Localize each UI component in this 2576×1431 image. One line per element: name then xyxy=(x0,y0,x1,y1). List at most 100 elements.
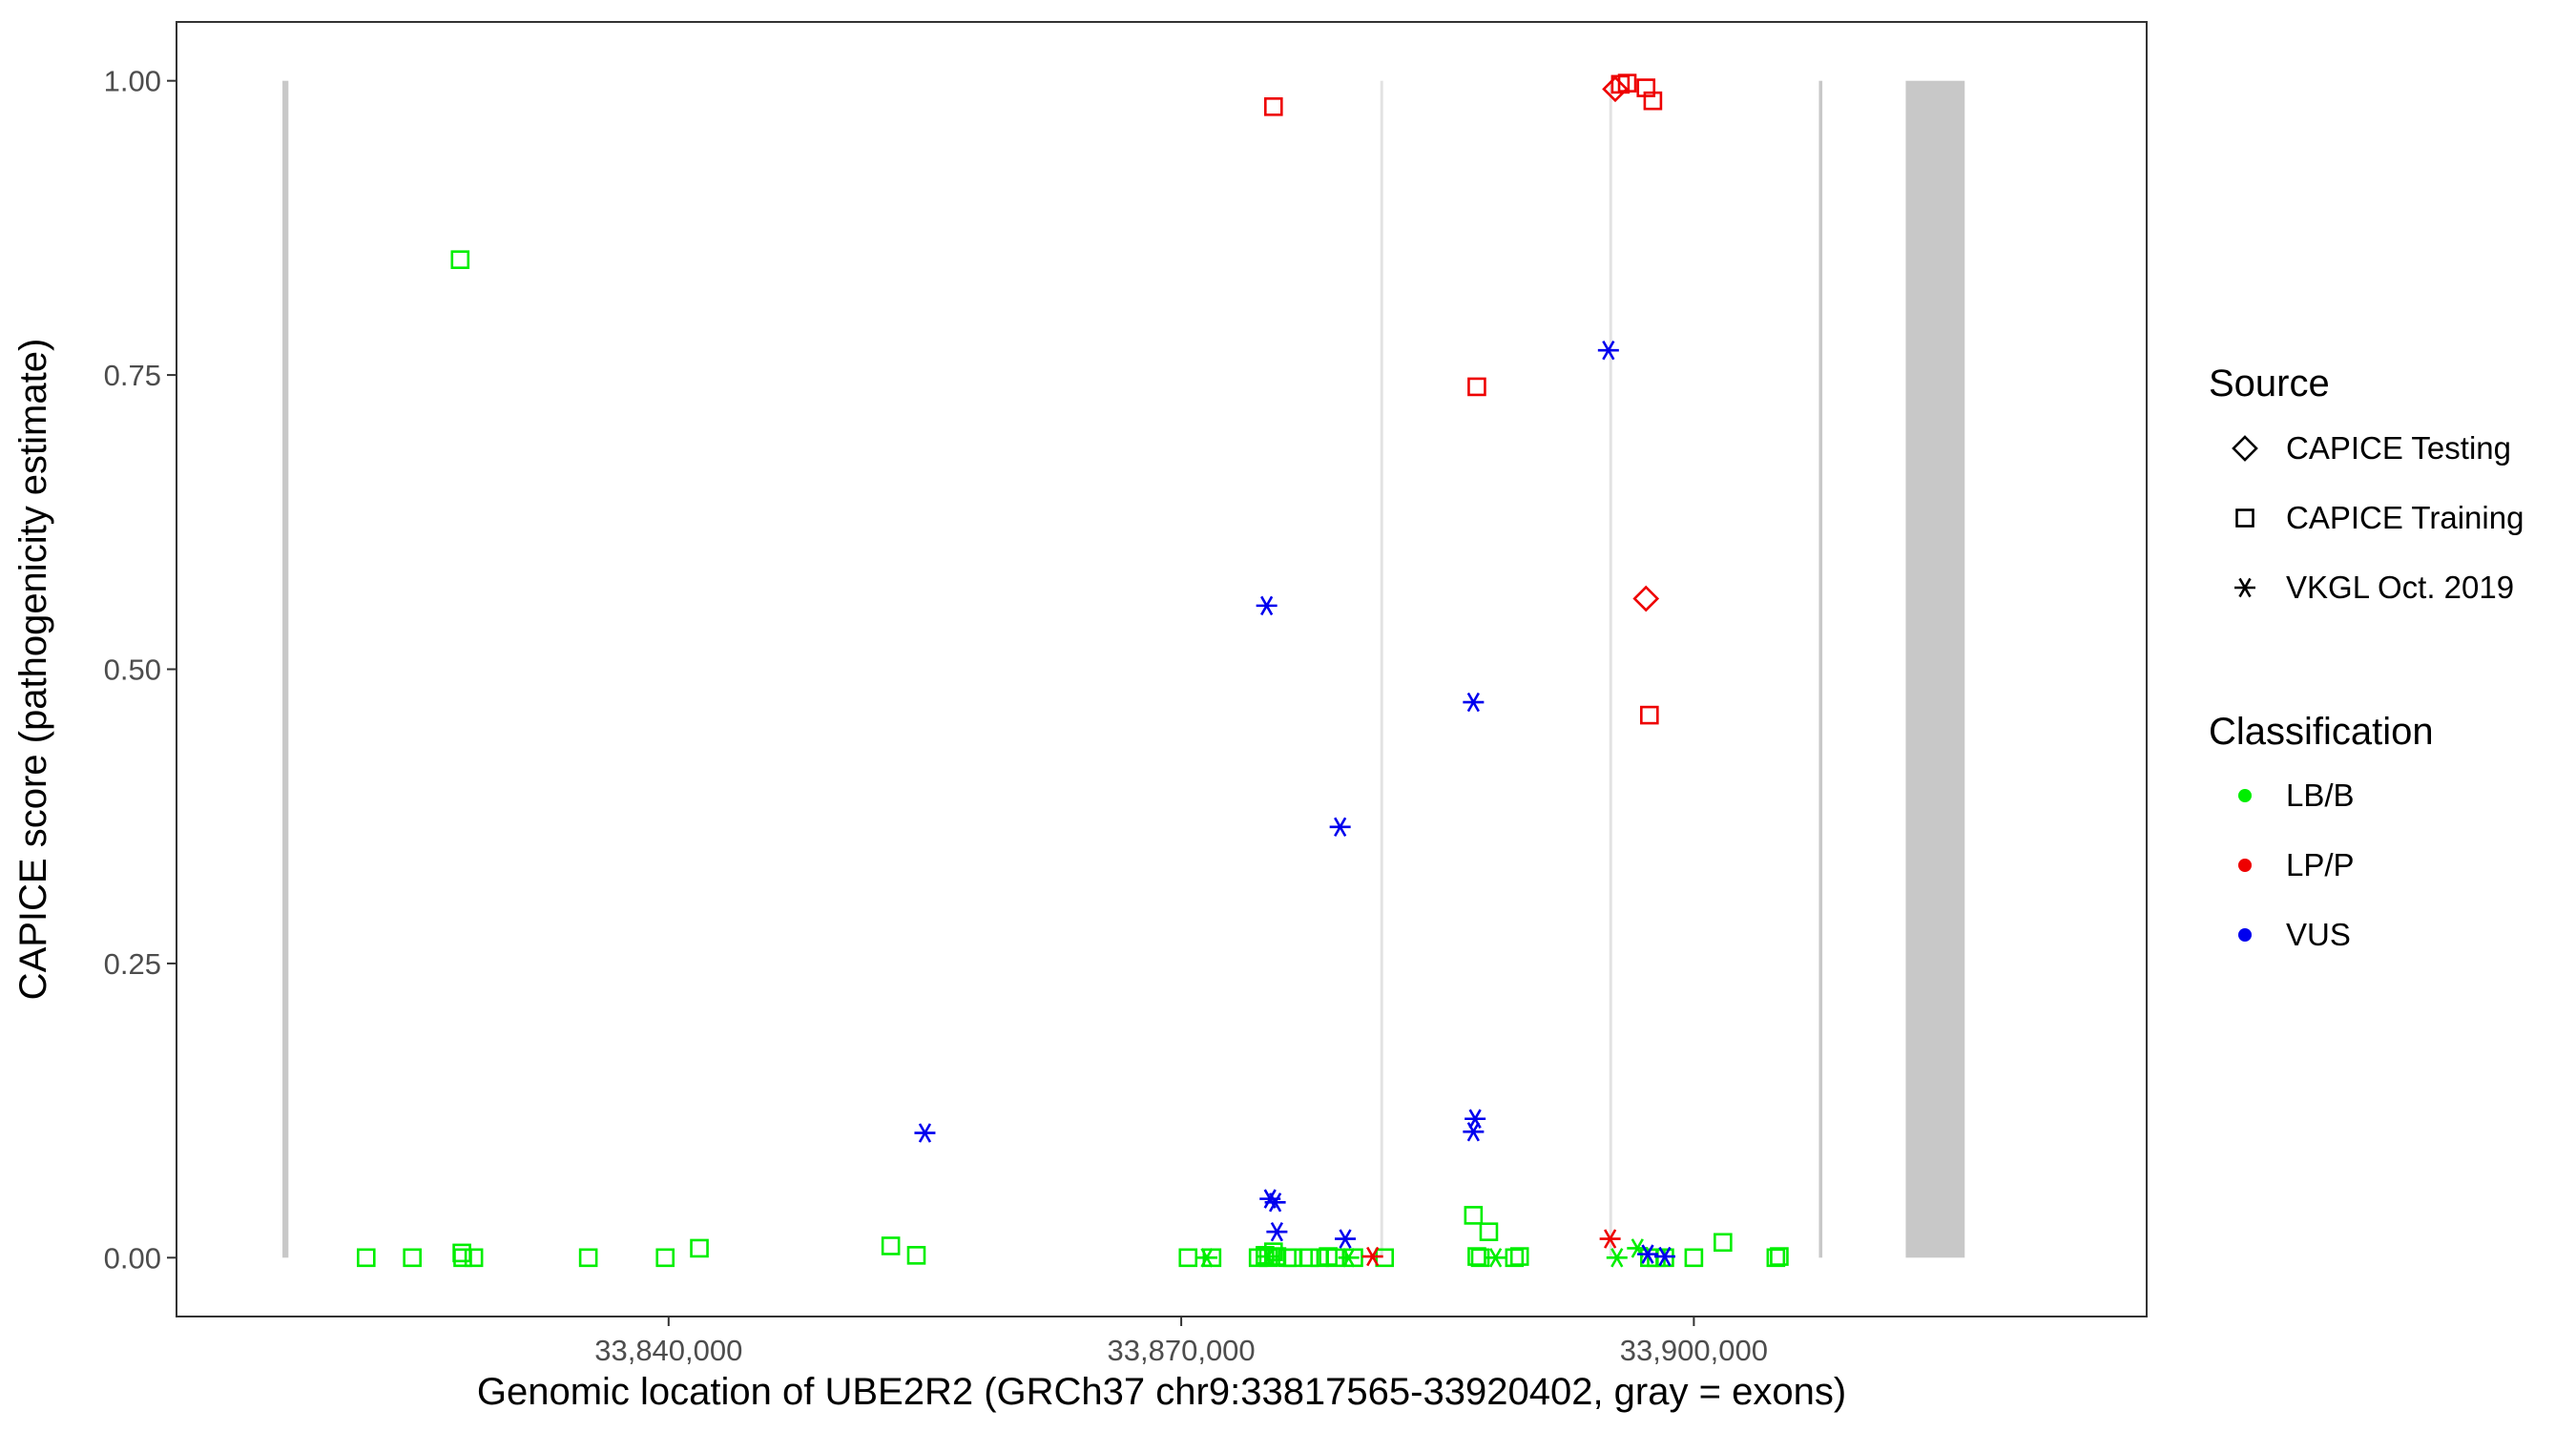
data-point xyxy=(1637,1244,1659,1264)
legend-key xyxy=(2238,789,2252,802)
data-point xyxy=(578,1248,598,1268)
data-point xyxy=(1640,705,1659,725)
exon-band xyxy=(1818,80,1823,1258)
data-point xyxy=(1463,1122,1485,1142)
data-point xyxy=(1599,1229,1621,1249)
asterisk-stroke xyxy=(1641,1244,1654,1264)
data-point xyxy=(1485,1248,1506,1268)
legend-key xyxy=(2238,859,2252,872)
legend-label: LB/B xyxy=(2286,778,2355,813)
data-point xyxy=(1264,1192,1286,1213)
asterisk-stroke xyxy=(1658,1246,1672,1267)
data-point xyxy=(1610,74,1631,94)
data-point xyxy=(1714,1233,1733,1253)
asterisk-stroke xyxy=(1270,1221,1284,1242)
data-point xyxy=(1361,1246,1383,1267)
data-point xyxy=(690,1238,709,1258)
exon-band xyxy=(1905,80,1965,1258)
asterisk-stroke xyxy=(1610,1248,1624,1268)
y-axis-title: CAPICE score (pathogenicity estimate) xyxy=(12,339,54,1001)
y-tick-label: 0.50 xyxy=(104,653,161,687)
legend-label: CAPICE Testing xyxy=(2286,430,2511,466)
legend-key xyxy=(2235,508,2254,528)
asterisk-stroke xyxy=(1602,340,1615,361)
data-point xyxy=(356,1248,376,1268)
legend-source-entries: CAPICE Testing CAPICE Training VKGL Oct. 2… xyxy=(2232,430,2524,605)
asterisk-stroke xyxy=(1260,595,1274,616)
asterisk-stroke xyxy=(1604,1229,1617,1249)
exon-band xyxy=(282,80,289,1258)
y-tick-label: 0.75 xyxy=(104,359,161,392)
data-point xyxy=(1329,817,1351,838)
data-point xyxy=(1266,1221,1288,1242)
data-points-layer xyxy=(356,73,1789,1268)
asterisk-stroke xyxy=(1366,1246,1380,1267)
data-point xyxy=(1606,1248,1628,1268)
exon-band xyxy=(1609,80,1612,1258)
x-tick-label: 33,870,000 xyxy=(1108,1334,1256,1367)
asterisk-stroke xyxy=(1200,1248,1214,1268)
x-tick-label: 33,900,000 xyxy=(1620,1334,1768,1367)
legend-key xyxy=(2238,928,2252,942)
legend-label: LP/P xyxy=(2286,847,2355,882)
data-point xyxy=(1467,377,1486,397)
legend: Source CAPICE Testing CAPICE Training VKGL… xyxy=(2209,363,2524,952)
y-tick-label: 0.25 xyxy=(104,947,161,981)
asterisk-stroke xyxy=(1466,1122,1480,1142)
data-point xyxy=(1509,1247,1529,1266)
asterisk-stroke xyxy=(1489,1248,1503,1268)
y-axis: 0.00 0.25 0.50 0.75 1.00 xyxy=(104,65,177,1275)
data-point xyxy=(1299,1248,1319,1268)
legend-key xyxy=(2234,577,2255,598)
data-point xyxy=(1602,75,1629,103)
data-point xyxy=(464,1248,484,1268)
asterisk-stroke xyxy=(918,1123,932,1143)
data-point xyxy=(914,1123,936,1143)
x-tick-label: 33,840,000 xyxy=(594,1334,742,1367)
exon-band-layer xyxy=(282,80,1965,1258)
data-point xyxy=(1464,1206,1484,1225)
legend-label: VKGL Oct. 2019 xyxy=(2286,570,2514,605)
asterisk-stroke xyxy=(1334,817,1347,838)
legend-key xyxy=(2232,435,2258,462)
data-point xyxy=(403,1248,422,1268)
y-tick-label: 0.00 xyxy=(104,1241,161,1275)
exon-band xyxy=(1380,80,1383,1258)
data-point xyxy=(450,250,470,269)
legend-classification-entries: LB/B LP/P VUS xyxy=(2238,778,2355,952)
data-point xyxy=(1338,1248,1360,1268)
data-point xyxy=(1636,78,1656,97)
x-axis-title: Genomic location of UBE2R2 (GRCh37 chr9:… xyxy=(477,1371,1846,1413)
asterisk-stroke xyxy=(1339,1229,1352,1249)
data-point xyxy=(1684,1248,1704,1268)
data-point xyxy=(655,1248,675,1268)
legend-source-title: Source xyxy=(2209,363,2330,404)
y-tick-label: 1.00 xyxy=(104,65,161,98)
asterisk-stroke xyxy=(2238,577,2252,598)
data-point xyxy=(1643,91,1663,111)
data-point xyxy=(453,1248,472,1268)
data-point xyxy=(1264,97,1283,116)
asterisk-stroke xyxy=(1631,1238,1644,1258)
legend-label: CAPICE Training xyxy=(2286,500,2524,535)
legend-classification-title: Classification xyxy=(2209,711,2434,753)
data-point xyxy=(1479,1222,1499,1241)
asterisk-stroke xyxy=(1263,1189,1277,1209)
data-point xyxy=(1178,1248,1198,1268)
asterisk-stroke xyxy=(1341,1248,1356,1268)
data-point xyxy=(1195,1248,1217,1268)
asterisk-stroke xyxy=(1468,1109,1482,1129)
plot-area xyxy=(177,22,2147,1317)
data-point xyxy=(881,1236,901,1255)
legend-label: VUS xyxy=(2286,917,2351,952)
asterisk-stroke xyxy=(1261,1246,1276,1267)
data-point xyxy=(1770,1247,1789,1266)
data-point xyxy=(1257,1246,1279,1267)
data-point xyxy=(1463,692,1485,713)
asterisk-stroke xyxy=(1466,692,1480,713)
data-point xyxy=(1335,1229,1357,1249)
data-point xyxy=(1597,340,1619,361)
asterisk-stroke xyxy=(1268,1192,1282,1213)
data-point xyxy=(1653,1246,1675,1267)
